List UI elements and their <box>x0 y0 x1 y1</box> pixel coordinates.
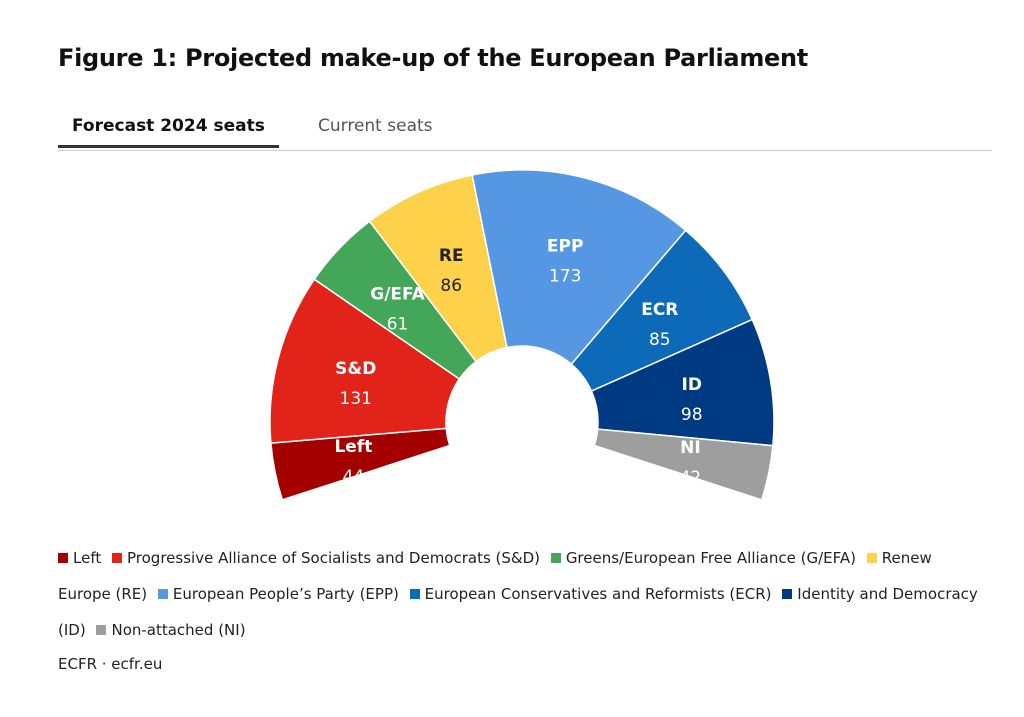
segment-label: Left <box>334 437 372 457</box>
segment-value: 173 <box>549 267 581 287</box>
segment-value: 85 <box>649 330 671 350</box>
segment-epp <box>471 169 687 366</box>
legend-item: Identity and Democracy (ID) <box>58 585 978 639</box>
segment-label: EPP <box>547 237 584 257</box>
legend-label: European Conservatives and Reformists (E… <box>424 585 772 603</box>
figure-title: Figure 1: Projected make-up of the Europ… <box>58 44 808 72</box>
segment-sd <box>269 278 461 444</box>
legend-item: Left <box>58 549 101 567</box>
legend-swatch <box>866 553 877 563</box>
legend-swatch <box>58 553 68 563</box>
legend-item: European People’s Party (EPP) <box>157 585 399 603</box>
legend-label: Renew Europe (RE) <box>58 549 932 603</box>
segment-label: NI <box>680 438 701 458</box>
legend-swatch <box>782 589 793 599</box>
legend-label: European People’s Party (EPP) <box>172 585 399 603</box>
legend-swatch <box>112 553 123 563</box>
segment-label: G/EFA <box>370 284 425 304</box>
legend-label: Left <box>73 549 102 567</box>
segment-label: S&D <box>335 359 376 379</box>
segment-label: ECR <box>641 300 678 320</box>
segment-value: 98 <box>681 405 703 425</box>
segment-label: ID <box>682 375 702 395</box>
segment-ni <box>593 428 774 501</box>
legend-item: Non-attached (NI) <box>96 621 246 639</box>
legend-swatch <box>96 625 107 635</box>
legend-item: Progressive Alliance of Socialists and D… <box>112 549 540 567</box>
segment-value: 86 <box>440 276 462 296</box>
legend: Left Progressive Alliance of Socialists … <box>58 540 988 648</box>
legend-item: Renew Europe (RE) <box>58 549 932 603</box>
segment-value: 42 <box>680 468 702 488</box>
tab-bar: Forecast 2024 seats Current seats <box>58 112 992 151</box>
legend-label: Greens/European Free Alliance (G/EFA) <box>565 549 856 567</box>
legend-item: European Conservatives and Reformists (E… <box>409 585 772 603</box>
legend-label: Identity and Democracy (ID) <box>58 585 978 639</box>
legend-swatch <box>157 589 168 599</box>
segment-label: RE <box>439 246 464 266</box>
legend-label: Progressive Alliance of Socialists and D… <box>127 549 541 567</box>
legend-label: Non-attached (NI) <box>111 621 246 639</box>
tab-forecast-2024[interactable]: Forecast 2024 seats <box>58 116 279 148</box>
legend-item: Greens/European Free Alliance (G/EFA) <box>550 549 856 567</box>
segment-value: 44 <box>343 467 365 487</box>
segment-value: 131 <box>340 389 372 409</box>
source-credit: ECFR · ecfr.eu <box>58 655 163 673</box>
legend-swatch <box>550 553 561 563</box>
legend-swatch <box>409 589 420 599</box>
segment-value: 61 <box>387 314 409 334</box>
tab-current-seats[interactable]: Current seats <box>318 116 433 136</box>
